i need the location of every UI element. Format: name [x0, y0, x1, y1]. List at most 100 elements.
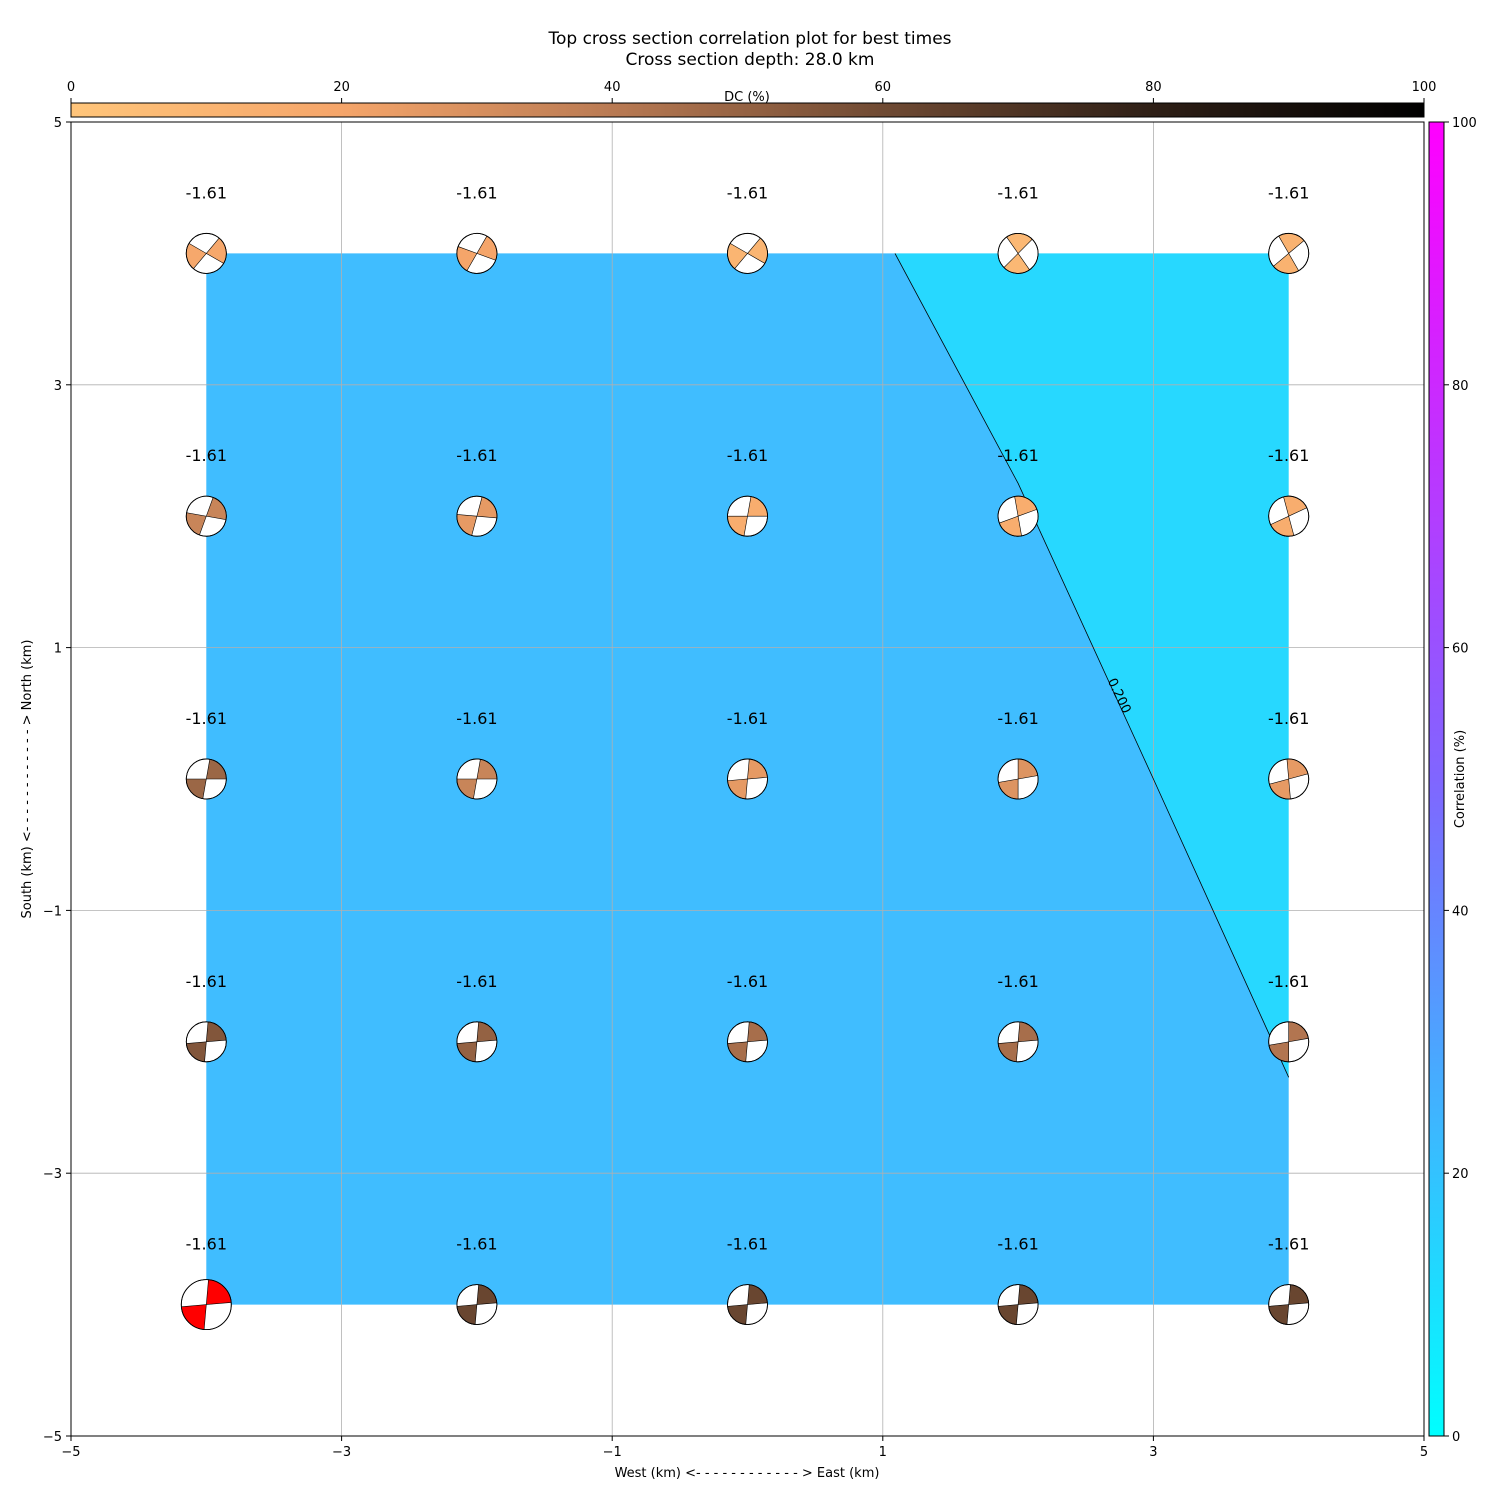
- beachball: [185, 1021, 227, 1063]
- beachball-value-label: -1.61: [727, 709, 768, 728]
- y-tick-label: 5: [54, 116, 62, 131]
- chart-title: Top cross section correlation plot for b…: [547, 29, 951, 49]
- dc-tick-label: 20: [333, 80, 350, 95]
- beachball: [456, 1284, 498, 1326]
- beachball-outline: [1268, 495, 1310, 537]
- beachball-outline: [997, 758, 1039, 800]
- beachball-outline: [1268, 1021, 1310, 1063]
- beachball: [727, 495, 768, 537]
- beachball-outline: [185, 758, 227, 800]
- beachball-value-label: -1.61: [1268, 709, 1309, 728]
- beachball: [185, 495, 227, 537]
- beachball: [185, 232, 227, 274]
- beachball: [1268, 232, 1310, 274]
- beachball-outline: [997, 495, 1039, 537]
- beachball-value-label: -1.61: [997, 972, 1038, 991]
- beachball-value-label: -1.61: [1268, 1235, 1309, 1254]
- beachball: [727, 1284, 768, 1326]
- beachball: [997, 495, 1039, 537]
- beachball-value-label: -1.61: [727, 183, 768, 202]
- beachball-value-label: -1.61: [997, 709, 1038, 728]
- correlation-tick-label: 40: [1452, 904, 1469, 919]
- beachball: [727, 1021, 768, 1063]
- beachball-outline: [727, 1284, 768, 1326]
- beachball: [1268, 1021, 1310, 1063]
- beachball-value-label: -1.61: [186, 709, 227, 728]
- y-tick-label: 1: [54, 642, 62, 657]
- x-tick-label: 5: [1420, 1445, 1428, 1460]
- beachball: [456, 758, 498, 800]
- dc-colorbar: DC (%) 0 20 40 60 80 100: [67, 80, 1437, 118]
- correlation-tick-label: 0: [1452, 1430, 1460, 1445]
- dc-tick-label: 100: [1412, 80, 1437, 95]
- beachball: [185, 758, 227, 800]
- beachball: [456, 232, 498, 274]
- beachball: [1268, 758, 1310, 800]
- beachball-value-label: -1.61: [456, 183, 497, 202]
- dc-colorbar-label: DC (%): [724, 90, 770, 105]
- beachball: [997, 1284, 1039, 1326]
- beachball-value-label: -1.61: [186, 446, 227, 465]
- beachball-value-label: -1.61: [727, 1235, 768, 1254]
- beachball-value-label: -1.61: [727, 972, 768, 991]
- beachball-outline: [727, 232, 768, 274]
- beachball-value-label: -1.61: [456, 709, 497, 728]
- beachball-value-label: -1.61: [997, 1235, 1038, 1254]
- beachball: [727, 758, 768, 800]
- beachball-value-label: -1.61: [456, 972, 497, 991]
- y-tick-label: −3: [43, 1167, 62, 1182]
- beachball: [456, 1021, 498, 1063]
- beachball-outline: [727, 1021, 768, 1063]
- beachball-outline: [185, 495, 227, 537]
- correlation-tick-label: 100: [1452, 116, 1477, 131]
- axis-ticks: −5 −3 −1 1 3 5 −5 −3 −1 1 3 5: [43, 116, 1428, 1460]
- contour-line: [894, 253, 1290, 1078]
- chart-subtitle: Cross section depth: 28.0 km: [626, 50, 875, 70]
- beachball-outline: [997, 232, 1039, 274]
- beachball-value-label: -1.61: [997, 183, 1038, 202]
- correlation-colorbar-label: Correlation (%): [1453, 730, 1468, 828]
- beachball: [997, 758, 1039, 800]
- dc-tick-label: 60: [875, 80, 892, 95]
- beachball: [997, 232, 1039, 274]
- beachball: [727, 232, 768, 274]
- beachball-value-label: -1.61: [727, 446, 768, 465]
- dc-tick-label: 40: [604, 80, 621, 95]
- plot-area: 0.200 -1.61 -1.61 -1.61 -1.61 -1.61-1.61 -1.6…: [70, 121, 1425, 1437]
- beachball: [1268, 1284, 1310, 1326]
- beachball: [997, 1021, 1039, 1063]
- x-tick-label: −3: [332, 1445, 351, 1460]
- y-tick-label: −5: [43, 1430, 62, 1445]
- x-axis-label: West (km) <- - - - - - - - - - - - > Eas…: [615, 1466, 880, 1481]
- beachball-outline: [456, 232, 498, 274]
- dc-tick-label: 80: [1145, 80, 1162, 95]
- correlation-colorbar-bar: [1428, 121, 1445, 1437]
- x-tick-label: 1: [879, 1445, 887, 1460]
- correlation-tick-label: 80: [1452, 379, 1469, 394]
- correlation-tick-label: 20: [1452, 1167, 1469, 1182]
- beachball-value-label: -1.61: [1268, 446, 1309, 465]
- beachball-outline: [180, 1279, 232, 1331]
- dc-colorbar-bar: [70, 102, 1425, 118]
- beachball-value-label: -1.61: [186, 972, 227, 991]
- correlation-colorbar: Correlation (%) 0 20 40 60 80 100: [1428, 116, 1477, 1445]
- beachball-value-label: -1.61: [456, 446, 497, 465]
- y-tick-label: −1: [43, 904, 62, 919]
- beachball-outline: [456, 495, 498, 537]
- y-axis-label: South (km) <- - - - - - - - - - - - > No…: [20, 639, 35, 918]
- beachball-markers: -1.61 -1.61 -1.61 -1.61 -1.61 -1.61 -1.61 -1.61…: [180, 183, 1310, 1331]
- beachball-outline: [456, 1021, 498, 1063]
- beachball-outline: [997, 1021, 1039, 1063]
- beachball: [456, 495, 498, 537]
- beachball-value-label: -1.61: [186, 1235, 227, 1254]
- beachball-value-label: -1.61: [997, 446, 1038, 465]
- beachball-value-label: -1.61: [186, 183, 227, 202]
- x-tick-label: 3: [1149, 1445, 1157, 1460]
- beachball-outline: [456, 1284, 498, 1326]
- beachball-outline: [456, 758, 498, 800]
- beachball-value-label: -1.61: [1268, 183, 1309, 202]
- beachball-outline: [185, 1021, 227, 1063]
- correlation-region-high: [894, 253, 1289, 1078]
- beachball: [1268, 495, 1310, 537]
